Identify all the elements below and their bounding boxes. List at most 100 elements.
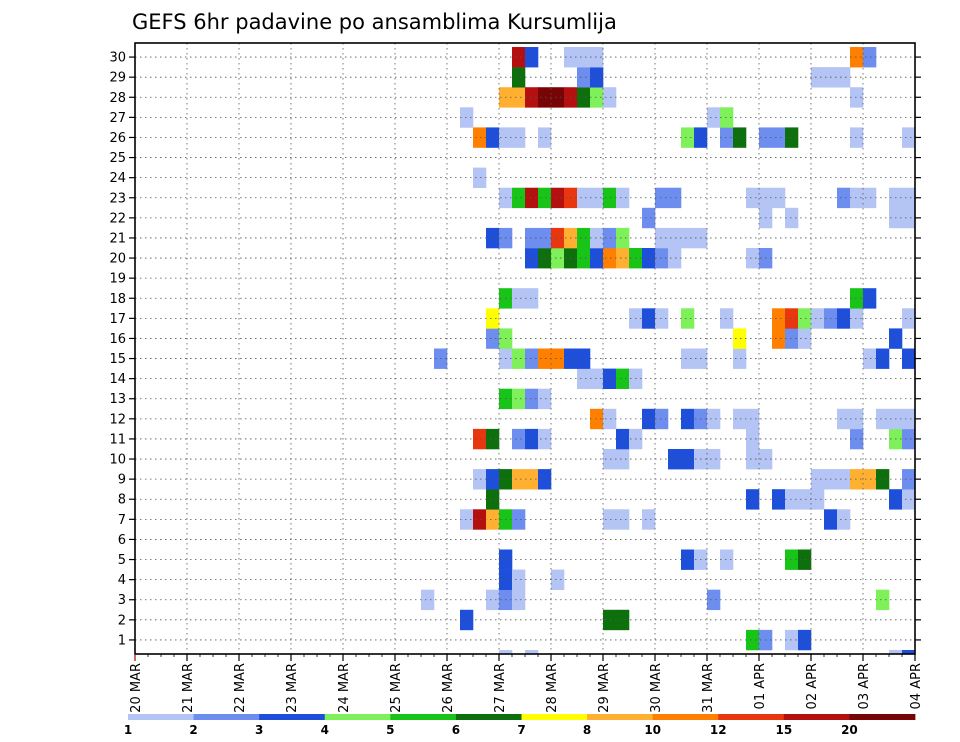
x-tick-label: 23 MAR bbox=[285, 663, 300, 713]
heatmap-cell bbox=[512, 348, 526, 369]
y-tick-label: 23 bbox=[109, 191, 126, 206]
heatmap-cell bbox=[577, 368, 591, 389]
heatmap-cell bbox=[551, 87, 565, 108]
y-tick-label: 15 bbox=[109, 352, 126, 367]
y-tick-label: 5 bbox=[118, 553, 126, 568]
heatmap-cell bbox=[772, 308, 786, 329]
heatmap-cell bbox=[837, 308, 851, 329]
heatmap-cell bbox=[577, 348, 591, 369]
heatmap-cell bbox=[902, 127, 916, 148]
heatmap-cell bbox=[876, 348, 890, 369]
heatmap-cell bbox=[512, 569, 526, 590]
legend-swatch bbox=[390, 714, 457, 720]
heatmap-cell bbox=[616, 448, 630, 470]
heatmap-cell bbox=[460, 609, 474, 631]
heatmap-cell bbox=[837, 469, 851, 490]
x-tick-label: 26 MAR bbox=[441, 663, 456, 713]
heatmap-cell bbox=[902, 649, 916, 655]
heatmap-cell bbox=[590, 408, 604, 430]
heatmap-cell bbox=[772, 328, 786, 349]
heatmap-cell bbox=[902, 187, 916, 209]
legend: 1 2 3 4 5 6 7 8 10 12 15 20 bbox=[124, 714, 916, 737]
heatmap-cell bbox=[850, 308, 864, 329]
legend-swatch bbox=[783, 714, 850, 720]
heatmap-cell bbox=[486, 308, 500, 329]
heatmap-cell bbox=[512, 127, 526, 148]
heatmap-cell bbox=[668, 187, 682, 209]
heatmap-cell bbox=[902, 308, 916, 329]
legend-label: 1 bbox=[124, 723, 132, 737]
legend-swatch bbox=[128, 714, 194, 720]
heatmap-cell bbox=[603, 187, 617, 209]
heatmap-cell bbox=[785, 308, 799, 329]
heatmap-cell bbox=[681, 127, 695, 148]
heatmap-cell bbox=[486, 127, 500, 148]
heatmap-cell bbox=[538, 248, 552, 269]
y-tick-label: 6 bbox=[118, 533, 126, 548]
heatmap-cell bbox=[798, 328, 812, 349]
heatmap-cell bbox=[668, 227, 682, 249]
heatmap-cell bbox=[486, 489, 500, 510]
heatmap-cell bbox=[720, 308, 734, 329]
heatmap-cell bbox=[512, 67, 526, 88]
heatmap-cell bbox=[525, 428, 539, 450]
heatmap-cell bbox=[681, 448, 695, 470]
heatmap-cell bbox=[603, 609, 617, 631]
heatmap-cell bbox=[850, 469, 864, 490]
heatmap-cell bbox=[473, 469, 487, 490]
heatmap-cell bbox=[681, 408, 695, 430]
heatmap-cell bbox=[460, 509, 474, 530]
heatmap-cell bbox=[655, 227, 669, 249]
heatmap-cell bbox=[525, 348, 539, 369]
heatmap-cell bbox=[577, 87, 591, 108]
heatmap-cell bbox=[655, 187, 669, 209]
heatmap-cell bbox=[850, 47, 864, 68]
heatmap-cell bbox=[863, 47, 877, 68]
heatmap-cell bbox=[512, 589, 526, 611]
legend-swatch bbox=[652, 714, 719, 720]
heatmap-cell bbox=[486, 428, 500, 450]
heatmap-cell bbox=[538, 187, 552, 209]
heatmap-cell bbox=[681, 308, 695, 329]
heatmap-cell bbox=[642, 308, 656, 329]
heatmap-cell bbox=[525, 288, 539, 309]
heatmap-cell bbox=[733, 328, 747, 349]
legend-swatch bbox=[521, 714, 588, 720]
heatmap-cell bbox=[642, 207, 656, 229]
y-tick-label: 8 bbox=[118, 493, 126, 508]
legend-swatch bbox=[259, 714, 326, 720]
heatmap-cell bbox=[902, 428, 916, 450]
legend-label: 7 bbox=[517, 723, 525, 737]
heatmap-cell bbox=[538, 127, 552, 148]
heatmap-cell bbox=[486, 469, 500, 490]
heatmap-cell bbox=[486, 509, 500, 530]
y-tick-label: 17 bbox=[109, 312, 126, 327]
heatmap-cell bbox=[512, 288, 526, 309]
x-tick-label: 20 MAR bbox=[129, 663, 144, 713]
heatmap-cell bbox=[473, 127, 487, 148]
heatmap-cell bbox=[551, 227, 565, 249]
heatmap-cell bbox=[850, 87, 864, 108]
legend-label: 10 bbox=[644, 723, 661, 737]
x-tick-label: 04 APR bbox=[909, 663, 924, 709]
y-tick-label: 3 bbox=[118, 593, 126, 608]
heatmap-cell bbox=[837, 408, 851, 430]
y-tick-label: 9 bbox=[118, 473, 126, 488]
heatmap-cell bbox=[512, 469, 526, 490]
y-tick-label: 7 bbox=[118, 513, 126, 528]
heatmap-cell bbox=[837, 509, 851, 530]
legend-swatch bbox=[193, 714, 260, 720]
heatmap-cell bbox=[590, 368, 604, 389]
heatmap-cell bbox=[733, 408, 747, 430]
x-tick-label: 25 MAR bbox=[389, 663, 404, 713]
heatmap-cell bbox=[785, 629, 799, 651]
heatmap-cell bbox=[811, 489, 825, 510]
heatmap-cell bbox=[525, 227, 539, 249]
heatmap-cell bbox=[473, 167, 487, 189]
y-axis: 1234567891011121314151617181920212223242… bbox=[109, 51, 921, 648]
heatmap-cell bbox=[681, 549, 695, 570]
heatmap-cell bbox=[473, 428, 487, 450]
heatmap-cell bbox=[720, 127, 734, 148]
heatmap-cell bbox=[473, 509, 487, 530]
x-tick-label: 30 MAR bbox=[649, 663, 664, 713]
